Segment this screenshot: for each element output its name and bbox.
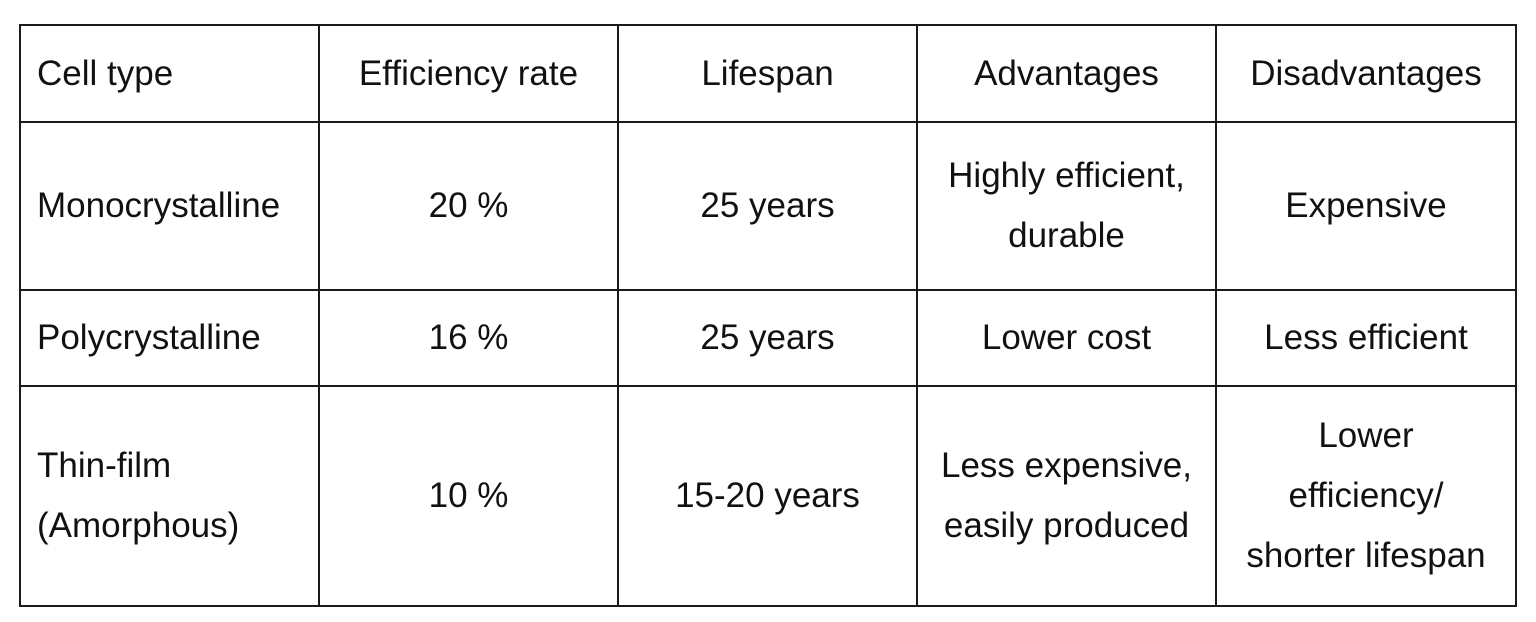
disadvantages-cell: Less efficient (1215, 289, 1517, 387)
header-advantages: Advantages (916, 24, 1217, 123)
disadvantages-line: shorter lifespan (1246, 536, 1486, 575)
disadvantages-cell: Expensive (1215, 121, 1517, 291)
disadvantages-line: Less efficient (1264, 318, 1468, 357)
header-disadvantages: Disadvantages (1215, 24, 1517, 123)
efficiency-cell: 20 % (318, 121, 619, 291)
efficiency-cell: 10 % (318, 385, 619, 607)
advantages-line: durable (1008, 216, 1125, 255)
cell-type-cell: Thin-film (Amorphous) (19, 385, 320, 607)
lifespan-cell: 15-20 years (617, 385, 918, 607)
cell-type-line: Thin-film (37, 446, 172, 485)
solar-cell-comparison-table-container: Cell type Efficiency rate Lifespan Advan… (19, 24, 1517, 607)
advantages-cell: Highly efficient, durable (916, 121, 1217, 291)
advantages-line: Less expensive, (941, 446, 1192, 485)
efficiency-cell: 16 % (318, 289, 619, 387)
lifespan-cell: 25 years (617, 289, 918, 387)
disadvantages-line: Lower (1318, 416, 1414, 455)
disadvantages-cell: Lower efficiency/ shorter lifespan (1215, 385, 1517, 607)
advantages-line: easily produced (943, 506, 1190, 545)
cell-type-line: Monocrystalline (37, 186, 281, 225)
cell-type-cell: Monocrystalline (19, 121, 320, 291)
header-efficiency-rate: Efficiency rate (318, 24, 619, 123)
disadvantages-line: Expensive (1285, 186, 1447, 225)
advantages-cell: Lower cost (916, 289, 1217, 387)
cell-type-line: Polycrystalline (37, 318, 261, 357)
header-lifespan: Lifespan (617, 24, 918, 123)
header-row: Cell type Efficiency rate Lifespan Advan… (19, 24, 1517, 123)
cell-type-cell: Polycrystalline (19, 289, 320, 387)
advantages-line: Lower cost (981, 318, 1152, 357)
solar-cell-comparison-table: Cell type Efficiency rate Lifespan Advan… (19, 24, 1517, 607)
advantages-cell: Less expensive, easily produced (916, 385, 1217, 607)
table-row-monocrystalline: Monocrystalline 20 % 25 years Highly eff… (19, 121, 1517, 291)
table-row-thin-film: Thin-film (Amorphous) 10 % 15-20 years L… (19, 385, 1517, 607)
table-row-polycrystalline: Polycrystalline 16 % 25 years Lower cost… (19, 289, 1517, 387)
header-cell-type: Cell type (19, 24, 320, 123)
disadvantages-line: efficiency/ (1288, 476, 1444, 515)
lifespan-cell: 25 years (617, 121, 918, 291)
advantages-line: Highly efficient, (948, 156, 1185, 195)
cell-type-line: (Amorphous) (37, 506, 240, 545)
